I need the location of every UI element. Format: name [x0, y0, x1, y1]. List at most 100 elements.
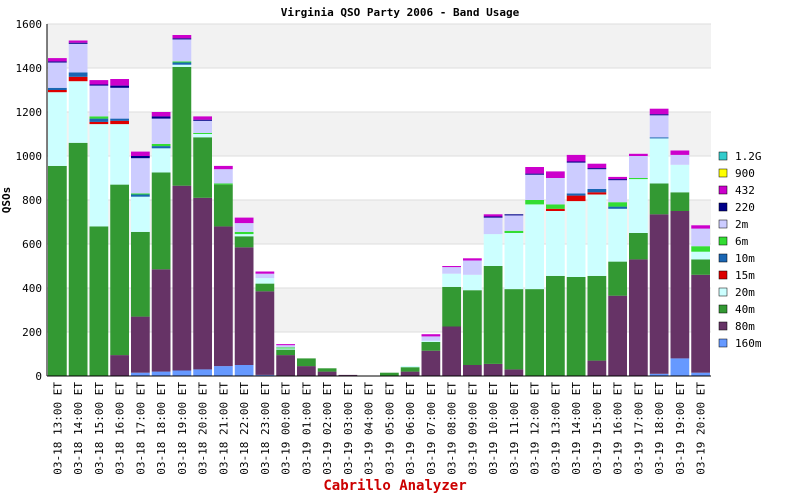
bar-segment-220 — [151, 116, 171, 119]
bar-segment-432 — [131, 151, 150, 156]
bar-segment-2m — [546, 178, 565, 205]
plot-band — [47, 68, 711, 112]
bar-segment-2m — [629, 156, 648, 178]
bar-segment-6m — [151, 143, 171, 147]
bar-segment-160m — [172, 370, 192, 376]
x-tick-label: 03-18 20:00 ET — [197, 382, 210, 475]
y-tick-label: 0 — [35, 370, 42, 383]
bar-segment-80m — [317, 371, 337, 376]
bar-segment-80m — [504, 369, 524, 376]
x-tick-label: 03-19 06:00 ET — [404, 382, 417, 475]
bar-segment-220 — [110, 85, 129, 88]
bar-segment-80m — [193, 197, 212, 370]
legend-label-6m: 6m — [735, 235, 749, 248]
bar-segment-20m — [525, 204, 544, 290]
bar-segment-40m — [89, 226, 109, 376]
x-tick-label: 03-18 16:00 ET — [114, 382, 127, 475]
x-tick-label: 03-19 16:00 ET — [612, 382, 625, 475]
bar-segment-432 — [463, 258, 482, 261]
bar-segment-160m — [649, 373, 669, 376]
bar-segment-432 — [546, 171, 565, 178]
bar-segment-6m — [629, 178, 648, 180]
legend-swatch-900 — [718, 168, 728, 178]
legend-label-900: 900 — [735, 167, 755, 180]
bar-segment-160m — [151, 371, 171, 376]
bar-segment-20m — [110, 124, 129, 185]
bar-segment-40m — [483, 266, 503, 364]
bar-segment-15m — [89, 121, 109, 125]
bar-segment-432 — [670, 150, 690, 155]
bar-segment-40m — [172, 66, 192, 186]
bar-segment-6m — [172, 61, 192, 63]
y-tick-label: 400 — [22, 282, 42, 295]
bar-segment-40m — [691, 259, 710, 275]
bar-segment-6m — [546, 204, 565, 209]
y-tick-label: 800 — [22, 194, 42, 207]
bar-segment-6m — [193, 132, 212, 134]
bar-segment-432 — [442, 266, 461, 268]
bar-segment-220 — [68, 42, 88, 44]
chart-title: Virginia QSO Party 2006 - Band Usage — [280, 6, 520, 19]
y-tick-label: 1400 — [16, 62, 43, 75]
bar-segment-20m — [691, 251, 710, 260]
bar-segment-432 — [587, 163, 607, 169]
legend-label-432: 432 — [735, 184, 755, 197]
bar-segment-20m — [255, 278, 275, 284]
legend-swatch-2m — [718, 219, 728, 229]
bar-segment-20m — [463, 274, 482, 291]
y-tick-label: 1600 — [16, 18, 43, 31]
x-tick-label: 03-18 21:00 ET — [217, 382, 230, 475]
x-tick-label: 03-19 14:00 ET — [570, 382, 583, 475]
bar-segment-80m — [276, 355, 295, 376]
bar-segment-10m — [48, 87, 67, 90]
bar-segment-80m — [691, 274, 710, 373]
bar-segment-20m — [566, 201, 586, 277]
y-tick-label: 200 — [22, 326, 42, 339]
bar-segment-20m — [400, 366, 420, 368]
bar-segment-220 — [504, 214, 524, 216]
bar-segment-10m — [89, 118, 109, 122]
legend-label-1.2g: 1.2G — [735, 150, 762, 163]
x-tick-label: 03-18 15:00 ET — [93, 382, 106, 475]
bar-segment-432 — [649, 108, 669, 115]
bar-segment-15m — [48, 90, 67, 93]
bar-segment-2m — [68, 43, 88, 73]
bar-segment-2m — [608, 180, 627, 203]
legend-swatch-432 — [718, 185, 728, 195]
plot-band — [47, 24, 711, 68]
legend-swatch-15m — [718, 270, 728, 280]
bar-segment-40m — [48, 165, 67, 376]
bar-segment-220 — [193, 119, 212, 121]
bar-segment-432 — [629, 153, 648, 156]
x-tick-label: 03-19 18:00 ET — [653, 382, 666, 475]
bar-segment-80m — [629, 259, 648, 376]
bar-segment-2m — [649, 115, 669, 138]
bar-segment-2m — [587, 169, 607, 189]
bar-segment-2m — [421, 336, 441, 341]
bar-segment-20m — [587, 194, 607, 276]
bar-segment-220 — [89, 84, 109, 86]
x-tick-label: 03-18 13:00 ET — [51, 382, 64, 475]
bar-segment-10m — [68, 72, 88, 77]
x-tick-label: 03-19 02:00 ET — [321, 382, 334, 475]
bar-segment-80m — [400, 371, 420, 376]
bar-segment-6m — [89, 116, 109, 119]
bar-segment-40m — [131, 231, 150, 317]
bar-segment-15m — [546, 208, 565, 211]
bar-segment-2m — [566, 162, 586, 194]
y-axis-label: QSOs — [0, 187, 13, 214]
x-tick-label: 03-19 04:00 ET — [363, 382, 376, 475]
bar-segment-40m — [546, 275, 565, 376]
x-tick-label: 03-19 07:00 ET — [425, 382, 438, 475]
bar-segment-432 — [89, 80, 109, 85]
bar-segment-6m — [691, 246, 710, 252]
bar-segment-10m — [649, 137, 669, 139]
bar-segment-432 — [68, 40, 88, 43]
x-tick-label: 03-19 05:00 ET — [383, 382, 396, 475]
bar-segment-40m — [214, 184, 233, 227]
bar-segment-432 — [276, 344, 295, 346]
bar-segment-40m — [234, 236, 254, 248]
bar-segment-40m — [566, 277, 586, 376]
bar-segment-80m — [151, 269, 171, 372]
x-tick-label: 03-19 11:00 ET — [508, 382, 521, 475]
